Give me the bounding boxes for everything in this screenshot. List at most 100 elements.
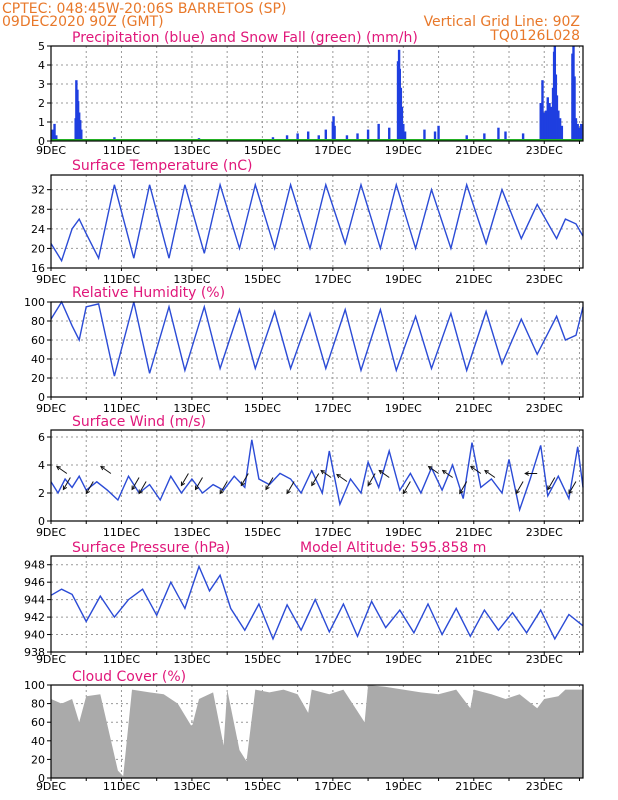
wind-arrow: [286, 481, 295, 494]
y-tick-label: 28: [31, 203, 45, 216]
x-tick-label: 13DEC: [173, 402, 210, 415]
y-tick-label: 20: [31, 753, 45, 766]
y-tick-label: 100: [24, 679, 45, 692]
precip-bar: [557, 110, 560, 141]
panel-title: Surface Pressure (hPa): [72, 540, 230, 556]
header-location: CPTEC: 048:45W-20:06S BARRETOS (SP): [2, 1, 286, 17]
wind-arrow: [428, 466, 439, 474]
wind-arrow: [131, 477, 140, 490]
precip-bar: [285, 135, 289, 141]
precip-bar: [51, 129, 54, 141]
x-tick-label: 23DEC: [526, 144, 563, 157]
precip-bar: [403, 131, 407, 141]
wind-arrow-head: [100, 465, 105, 471]
y-tick-label: 3: [38, 78, 45, 91]
wind-arrow: [265, 477, 274, 490]
panel-2: Relative Humidity (%) 0 20 40 60 80 100 9DEC 11D…: [24, 285, 584, 415]
wind-arrow: [515, 481, 524, 494]
header: CPTEC: 048:45W-20:06S BARRETOS (SP) 09DE…: [2, 1, 580, 44]
precip-bar: [578, 127, 581, 141]
panels: Precipitation (blue) and Snow Fall (gree…: [24, 30, 584, 793]
panel-subtitle: Model Altitude: 595.858 m: [300, 540, 486, 556]
header-datetime: 09DEC2020 90Z (GMT): [2, 14, 164, 30]
x-tick-label: 13DEC: [173, 780, 210, 793]
y-tick-label: 2: [38, 97, 45, 110]
precip-bar: [548, 103, 551, 141]
panel-title: Relative Humidity (%): [72, 285, 225, 301]
precip-bar: [504, 131, 507, 141]
y-tick-label: 80: [31, 698, 45, 711]
x-tick-label: 9DEC: [36, 402, 66, 415]
series-line: [50, 182, 584, 263]
x-tick-label: 11DEC: [103, 653, 140, 666]
wind-arrow-head: [402, 489, 408, 495]
panel-0: Precipitation (blue) and Snow Fall (gree…: [36, 30, 584, 157]
plot-frame: [50, 45, 584, 142]
y-tick-label: 80: [31, 315, 45, 328]
plot-frame: [50, 174, 584, 269]
wind-arrow: [367, 473, 376, 486]
precip-bar: [560, 125, 564, 141]
wind-arrow: [320, 470, 332, 478]
y-tick-label: 5: [38, 40, 45, 53]
y-tick-label: 948: [24, 559, 45, 572]
y-tick-label: 0: [38, 515, 45, 528]
y-tick-label: 942: [24, 611, 45, 624]
wind-arrow: [547, 477, 556, 490]
x-tick-label: 9DEC: [36, 273, 66, 286]
header-grid-note: Vertical Grid Line: 90Z: [424, 14, 580, 30]
precip-bar: [80, 129, 83, 141]
wind-arrow-head: [441, 469, 447, 475]
y-tick-label: 0: [38, 391, 45, 404]
wind-arrow: [56, 466, 68, 474]
header-run-id: TQ0126L028: [489, 28, 580, 44]
panel-3: Surface Wind (m/s) 0 2 4 6 9DEC 11DEC 13DEC 15DE…: [36, 414, 584, 539]
wind-arrow: [138, 481, 147, 494]
x-tick-label: 23DEC: [526, 653, 563, 666]
x-tick-label: 11DEC: [103, 144, 140, 157]
x-tick-label: 15DEC: [244, 653, 281, 666]
precip-bar: [55, 135, 58, 141]
wind-arrow: [195, 477, 203, 490]
y-tick-label: 60: [31, 334, 45, 347]
panel-1: Surface Temperature (nC) 16 20 24 28 32 9DEC 11…: [31, 158, 584, 286]
wind-arrow-head: [427, 465, 433, 471]
x-tick-label: 19DEC: [385, 402, 422, 415]
x-tick-label: 21DEC: [455, 780, 492, 793]
precip-bar: [465, 135, 468, 141]
precip-bar: [555, 95, 559, 141]
x-tick-label: 21DEC: [455, 653, 492, 666]
precip-bar: [333, 125, 336, 141]
cloud-area: [51, 685, 583, 778]
x-tick-label: 17DEC: [314, 653, 351, 666]
x-tick-label: 23DEC: [526, 273, 563, 286]
wind-arrow: [336, 474, 348, 482]
y-tick-label: 24: [31, 223, 45, 236]
precip-bar: [574, 118, 578, 141]
y-tick-label: 940: [24, 629, 45, 642]
wind-arrow: [85, 481, 94, 494]
x-tick-label: 11DEC: [103, 526, 140, 539]
wind-arrow-head: [311, 481, 316, 487]
wind-arrow: [470, 466, 482, 474]
panel-title: Precipitation (blue) and Snow Fall (gree…: [72, 30, 418, 46]
precip-bar: [580, 123, 583, 141]
x-tick-label: 11DEC: [103, 273, 140, 286]
x-tick-label: 9DEC: [36, 780, 66, 793]
precip-bar: [521, 133, 525, 141]
precip-bar: [377, 123, 380, 141]
x-tick-label: 15DEC: [244, 402, 281, 415]
wind-arrow-head: [219, 489, 224, 495]
wind-arrow: [311, 473, 320, 486]
precip-bar: [497, 127, 500, 141]
x-tick-label: 19DEC: [385, 780, 422, 793]
y-tick-label: 20: [31, 242, 45, 255]
x-tick-label: 23DEC: [526, 780, 563, 793]
x-tick-label: 13DEC: [173, 144, 210, 157]
wind-arrow-head: [336, 473, 341, 479]
precip-bar: [423, 129, 426, 141]
y-tick-label: 6: [38, 431, 45, 444]
wind-arrow-head: [131, 485, 136, 491]
precip-bar: [539, 103, 542, 141]
